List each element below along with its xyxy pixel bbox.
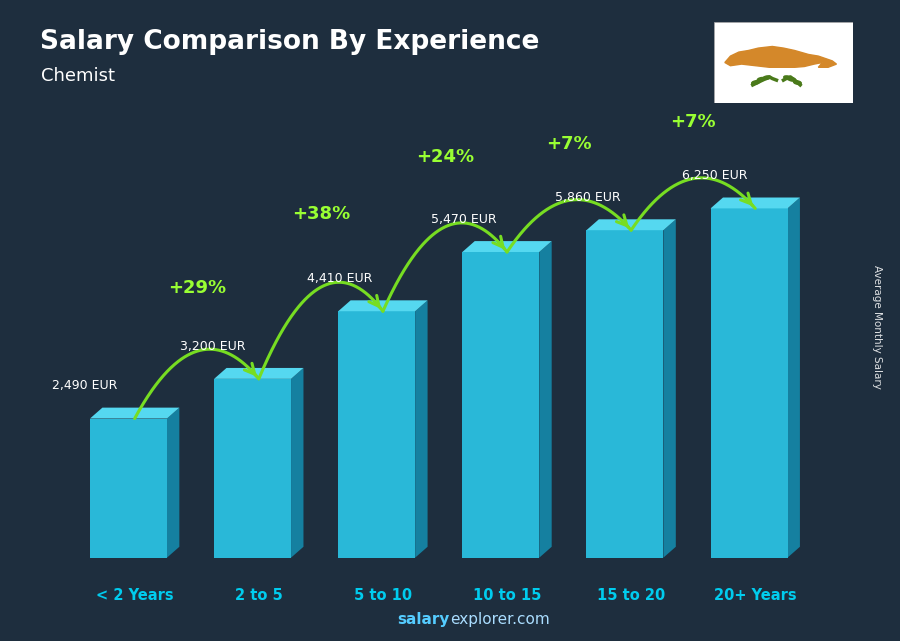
Text: 2,490 EUR: 2,490 EUR [52, 379, 118, 392]
Polygon shape [415, 301, 428, 558]
Polygon shape [291, 368, 303, 558]
Text: < 2 Years: < 2 Years [96, 588, 174, 603]
Polygon shape [587, 230, 663, 558]
Ellipse shape [784, 76, 791, 79]
Polygon shape [463, 252, 539, 558]
Ellipse shape [763, 76, 770, 79]
Text: +7%: +7% [546, 135, 592, 153]
Text: salary: salary [398, 612, 450, 627]
Polygon shape [338, 301, 427, 312]
Text: +24%: +24% [416, 147, 474, 165]
Polygon shape [711, 197, 800, 208]
Text: +7%: +7% [670, 113, 716, 131]
Polygon shape [214, 368, 303, 379]
Polygon shape [539, 241, 552, 558]
Polygon shape [587, 219, 676, 230]
Text: +29%: +29% [167, 279, 226, 297]
Polygon shape [338, 312, 415, 558]
Polygon shape [663, 219, 676, 558]
Text: 15 to 20: 15 to 20 [597, 588, 665, 603]
Text: explorer.com: explorer.com [450, 612, 550, 627]
Text: Average Monthly Salary: Average Monthly Salary [871, 265, 882, 389]
Text: Chemist: Chemist [40, 67, 114, 85]
Ellipse shape [757, 78, 765, 81]
Polygon shape [166, 408, 179, 558]
Text: 10 to 15: 10 to 15 [472, 588, 541, 603]
Text: 2 to 5: 2 to 5 [235, 588, 283, 603]
Polygon shape [214, 379, 291, 558]
Polygon shape [90, 419, 166, 558]
Text: 4,410 EUR: 4,410 EUR [307, 272, 372, 285]
Ellipse shape [788, 78, 796, 81]
Text: Salary Comparison By Experience: Salary Comparison By Experience [40, 29, 540, 55]
Text: +38%: +38% [292, 204, 350, 223]
Text: 6,250 EUR: 6,250 EUR [681, 169, 747, 182]
Text: 5,860 EUR: 5,860 EUR [555, 191, 620, 204]
Polygon shape [788, 197, 800, 558]
Polygon shape [463, 241, 552, 252]
Text: 5 to 10: 5 to 10 [354, 588, 412, 603]
Text: 20+ Years: 20+ Years [714, 588, 796, 603]
Ellipse shape [794, 81, 801, 85]
Polygon shape [724, 47, 836, 67]
Polygon shape [711, 208, 788, 558]
Text: 5,470 EUR: 5,470 EUR [431, 213, 497, 226]
Polygon shape [90, 408, 179, 419]
Text: 3,200 EUR: 3,200 EUR [180, 340, 246, 353]
Ellipse shape [752, 81, 760, 85]
